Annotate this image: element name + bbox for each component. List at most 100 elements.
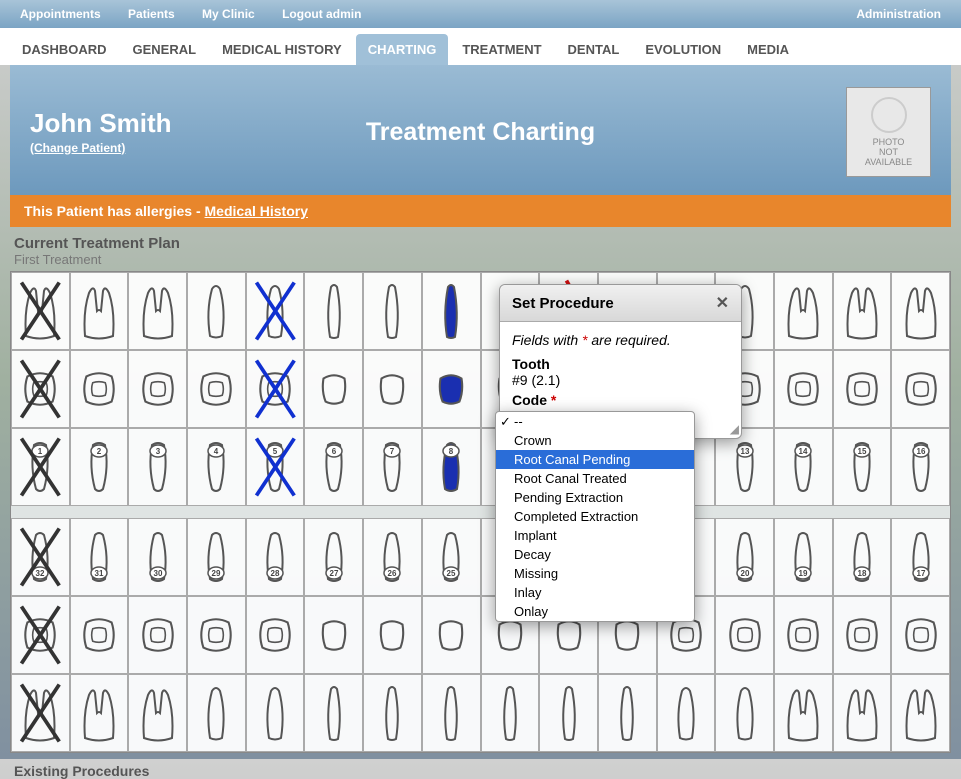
tooth-cell[interactable]: 19 (774, 518, 833, 596)
tab-charting[interactable]: CHARTING (356, 34, 449, 65)
tooth-cell[interactable]: 26 (363, 518, 422, 596)
tooth-cell[interactable]: 3 (128, 428, 187, 506)
tooth-cell[interactable]: 28 (246, 518, 305, 596)
tooth-cell[interactable] (363, 350, 422, 428)
dropdown-item[interactable]: Root Canal Treated (496, 469, 694, 488)
tooth-cell[interactable] (304, 596, 363, 674)
tooth-cell[interactable] (539, 674, 598, 752)
tooth-cell[interactable]: 7 (363, 428, 422, 506)
tooth-cell[interactable]: 2 (70, 428, 129, 506)
dropdown-item[interactable]: Implant (496, 526, 694, 545)
tooth-cell[interactable] (774, 674, 833, 752)
dropdown-item[interactable]: Missing (496, 564, 694, 583)
tooth-cell[interactable]: 30 (128, 518, 187, 596)
tooth-cell[interactable] (481, 674, 540, 752)
tab-treatment[interactable]: TREATMENT (450, 34, 553, 65)
tooth-cell[interactable] (891, 350, 950, 428)
tooth-cell[interactable]: 27 (304, 518, 363, 596)
tooth-cell[interactable] (187, 272, 246, 350)
code-dropdown[interactable]: ✓--CrownRoot Canal PendingRoot Canal Tre… (495, 411, 695, 622)
tab-media[interactable]: MEDIA (735, 34, 801, 65)
tooth-cell[interactable] (891, 674, 950, 752)
tooth-cell[interactable] (304, 350, 363, 428)
tooth-cell[interactable] (11, 674, 70, 752)
tab-general[interactable]: GENERAL (121, 34, 209, 65)
dropdown-item[interactable]: ✓-- (496, 412, 694, 431)
tooth-cell[interactable] (128, 272, 187, 350)
nav-administration[interactable]: Administration (856, 7, 941, 21)
tooth-cell[interactable] (11, 596, 70, 674)
nav-patients[interactable]: Patients (128, 7, 175, 21)
tooth-cell[interactable] (11, 350, 70, 428)
tooth-cell[interactable]: 29 (187, 518, 246, 596)
tooth-cell[interactable] (128, 674, 187, 752)
tooth-cell[interactable] (422, 350, 481, 428)
tooth-cell[interactable] (833, 596, 892, 674)
tooth-cell[interactable] (891, 596, 950, 674)
dropdown-item[interactable]: Completed Extraction (496, 507, 694, 526)
tooth-cell[interactable] (187, 350, 246, 428)
allergy-link[interactable]: Medical History (205, 203, 308, 219)
tooth-cell[interactable]: 17 (891, 518, 950, 596)
tooth-cell[interactable] (422, 674, 481, 752)
tooth-cell[interactable] (774, 350, 833, 428)
tooth-cell[interactable]: 13 (715, 428, 774, 506)
resize-handle-icon[interactable]: ◢ (730, 422, 739, 436)
tooth-cell[interactable] (304, 674, 363, 752)
change-patient-link[interactable]: (Change Patient) (30, 141, 125, 155)
dialog-close-button[interactable]: ✕ (716, 293, 729, 313)
tooth-cell[interactable] (246, 596, 305, 674)
tooth-cell[interactable] (304, 272, 363, 350)
tooth-cell[interactable] (833, 272, 892, 350)
tooth-cell[interactable] (598, 674, 657, 752)
dropdown-item[interactable]: Crown (496, 431, 694, 450)
tab-dashboard[interactable]: DASHBOARD (10, 34, 119, 65)
tab-medical-history[interactable]: MEDICAL HISTORY (210, 34, 354, 65)
tooth-cell[interactable] (833, 674, 892, 752)
tooth-cell[interactable] (70, 272, 129, 350)
tooth-cell[interactable] (422, 272, 481, 350)
dropdown-item[interactable]: Inlay (496, 583, 694, 602)
tooth-cell[interactable] (128, 596, 187, 674)
tooth-cell[interactable] (70, 596, 129, 674)
tooth-cell[interactable] (128, 350, 187, 428)
tooth-cell[interactable]: 25 (422, 518, 481, 596)
tooth-cell[interactable]: 20 (715, 518, 774, 596)
tooth-cell[interactable]: 8 (422, 428, 481, 506)
tooth-cell[interactable] (11, 272, 70, 350)
tooth-cell[interactable]: 4 (187, 428, 246, 506)
dialog-titlebar[interactable]: Set Procedure ✕ (500, 285, 741, 322)
tooth-cell[interactable]: 5 (246, 428, 305, 506)
tooth-cell[interactable] (891, 272, 950, 350)
tooth-cell[interactable] (774, 272, 833, 350)
tab-dental[interactable]: DENTAL (556, 34, 632, 65)
tooth-cell[interactable] (657, 674, 716, 752)
tab-evolution[interactable]: EVOLUTION (633, 34, 733, 65)
nav-myclinic[interactable]: My Clinic (202, 7, 255, 21)
tooth-cell[interactable]: 31 (70, 518, 129, 596)
tooth-cell[interactable] (715, 596, 774, 674)
tooth-cell[interactable] (246, 674, 305, 752)
tooth-cell[interactable] (70, 350, 129, 428)
tooth-cell[interactable] (363, 596, 422, 674)
dropdown-item[interactable]: Onlay (496, 602, 694, 621)
dropdown-item[interactable]: Decay (496, 545, 694, 564)
tooth-cell[interactable] (187, 674, 246, 752)
tooth-cell[interactable]: 6 (304, 428, 363, 506)
tooth-cell[interactable]: 16 (891, 428, 950, 506)
tooth-cell[interactable] (833, 350, 892, 428)
tooth-cell[interactable]: 14 (774, 428, 833, 506)
tooth-cell[interactable] (422, 596, 481, 674)
tooth-cell[interactable] (70, 674, 129, 752)
tooth-cell[interactable] (246, 272, 305, 350)
nav-appointments[interactable]: Appointments (20, 7, 101, 21)
tooth-cell[interactable] (363, 272, 422, 350)
tooth-cell[interactable] (715, 674, 774, 752)
tooth-cell[interactable]: 18 (833, 518, 892, 596)
tooth-cell[interactable]: 1 (11, 428, 70, 506)
dropdown-item[interactable]: Pending Extraction (496, 488, 694, 507)
tooth-cell[interactable]: 32 (11, 518, 70, 596)
tooth-cell[interactable] (774, 596, 833, 674)
tooth-cell[interactable] (187, 596, 246, 674)
tooth-cell[interactable] (363, 674, 422, 752)
